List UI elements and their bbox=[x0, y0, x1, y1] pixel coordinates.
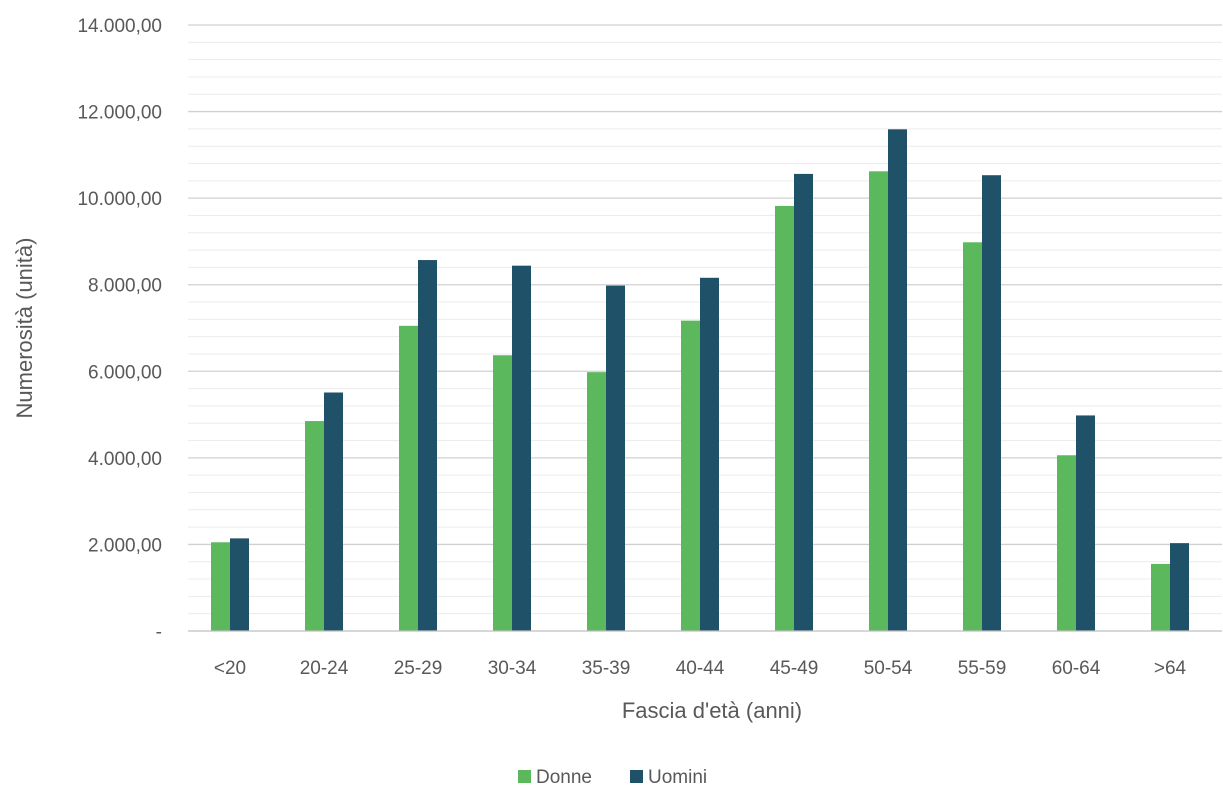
legend-swatch-uomini bbox=[630, 770, 643, 783]
legend-swatch-donne bbox=[518, 770, 531, 783]
x-tick-label: 25-29 bbox=[394, 658, 443, 679]
bar-uomini-7 bbox=[888, 129, 907, 631]
bar-uomini-1 bbox=[324, 392, 343, 631]
x-tick-label: 20-24 bbox=[300, 658, 349, 679]
x-tick-labels: <20 20-24 25-29 30-34 35-39 40-44 45-49 50-54 55… bbox=[214, 658, 1187, 679]
bars bbox=[211, 129, 1189, 632]
bar-donne-7 bbox=[869, 171, 888, 631]
bar-donne-2 bbox=[399, 325, 418, 631]
y-axis-title: Numerosità (unità) bbox=[12, 238, 37, 419]
bar-donne-5 bbox=[681, 320, 700, 631]
legend-label-donne: Donne bbox=[536, 767, 592, 788]
bar-uomini-2 bbox=[418, 260, 437, 631]
bar-uomini-8 bbox=[982, 175, 1001, 632]
bar-donne-6 bbox=[775, 205, 794, 632]
y-tick-label: 4.000,00 bbox=[88, 449, 162, 470]
bar-donne-8 bbox=[963, 242, 982, 631]
y-tick-label: - bbox=[156, 622, 162, 643]
legend-label-uomini: Uomini bbox=[648, 767, 707, 788]
y-tick-label: 2.000,00 bbox=[88, 535, 162, 556]
x-tick-label: 40-44 bbox=[676, 658, 725, 679]
bar-donne-4 bbox=[587, 372, 606, 631]
x-tick-label: <20 bbox=[214, 658, 246, 679]
y-tick-label: 12.000,00 bbox=[77, 103, 162, 124]
legend: Donne Uomini bbox=[518, 767, 707, 788]
x-tick-label: 30-34 bbox=[488, 658, 537, 679]
x-tick-label: 55-59 bbox=[958, 658, 1007, 679]
bar-uomini-0 bbox=[230, 538, 249, 631]
bar-uomini-6 bbox=[794, 173, 813, 631]
bar-uomini-3 bbox=[512, 265, 531, 631]
bar-uomini-5 bbox=[700, 277, 719, 631]
y-tick-label: 6.000,00 bbox=[88, 362, 162, 383]
y-tick-label: 8.000,00 bbox=[88, 276, 162, 297]
x-axis-title: Fascia d'età (anni) bbox=[622, 698, 802, 723]
bar-donne-1 bbox=[305, 421, 324, 631]
x-tick-label: >64 bbox=[1154, 658, 1187, 679]
x-tick-label: 35-39 bbox=[582, 658, 631, 679]
x-tick-label: 60-64 bbox=[1052, 658, 1101, 679]
x-tick-label: 50-54 bbox=[864, 658, 913, 679]
bar-uomini-4 bbox=[606, 285, 625, 631]
bar-donne-3 bbox=[493, 355, 512, 631]
bar-donne-9 bbox=[1057, 455, 1076, 631]
y-tick-label: 10.000,00 bbox=[77, 189, 162, 210]
bar-donne-10 bbox=[1151, 563, 1170, 631]
y-tick-labels: - 2.000,00 4.000,00 6.000,00 8.000,00 10.000,… bbox=[77, 16, 162, 643]
bar-uomini-9 bbox=[1076, 415, 1095, 631]
y-tick-label: 14.000,00 bbox=[77, 16, 162, 37]
bar-uomini-10 bbox=[1170, 543, 1189, 631]
x-tick-label: 45-49 bbox=[770, 658, 819, 679]
bar-donne-0 bbox=[211, 542, 230, 631]
